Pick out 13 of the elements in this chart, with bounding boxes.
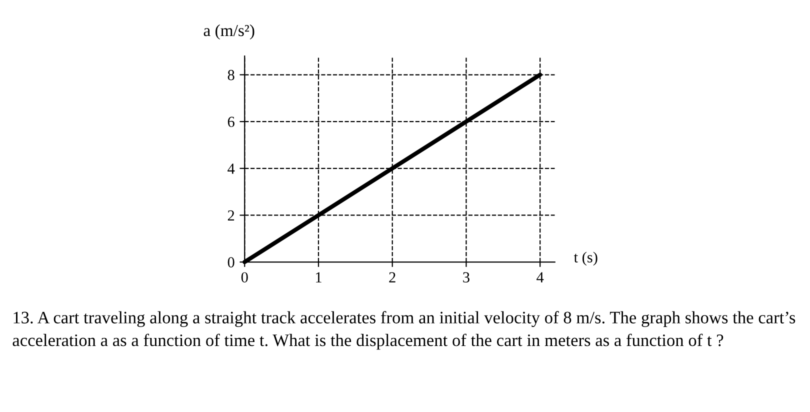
x-tick-label: 4	[536, 272, 544, 282]
y-tick-label: 4	[228, 164, 235, 174]
y-tick-label: 2	[228, 210, 234, 221]
text: 13. A cart traveling along a straight track accelerates from an initial velocity of 8 m/s. The graph shows the cart’s acceleration a as a function of time t. What is the displacement of the cart in meters as a function of t ?	[12, 311, 796, 350]
y-axis-title: a (m/s²)	[204, 24, 254, 40]
y-tick-label: 6	[228, 116, 234, 128]
x-axis-title: t (s)	[574, 252, 598, 266]
x-tick-label: 3	[463, 272, 470, 283]
x-tick-label: 1	[316, 272, 322, 282]
x-tick-label: 2	[389, 272, 396, 282]
y-tick-label: 0	[228, 257, 234, 268]
x-tick-label: 0	[241, 272, 248, 283]
y-tick-label: 8	[228, 70, 234, 80]
